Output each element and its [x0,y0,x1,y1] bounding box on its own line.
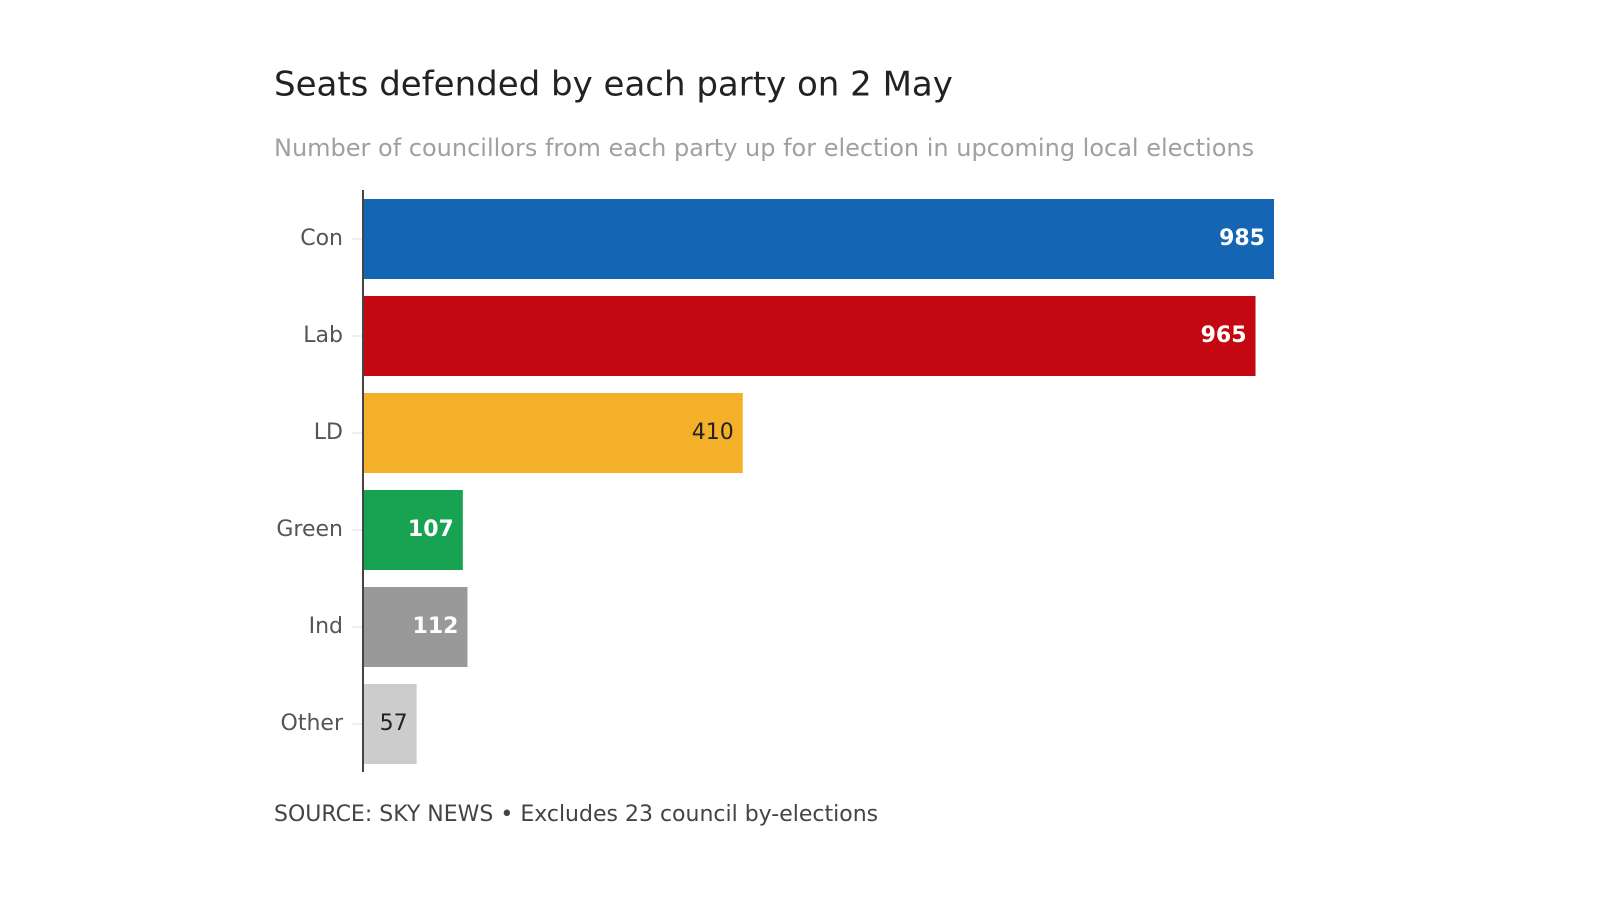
value-label: 985 [1219,226,1265,251]
bar [364,199,1274,279]
y-tick-label: Other [281,711,344,736]
chart-source: SOURCE: SKY NEWS • Excludes 23 council b… [274,802,878,827]
bar [364,587,468,667]
y-tick-label: Con [300,226,343,251]
y-tick-label: Green [276,517,343,542]
bar [364,393,743,473]
y-tick-label: Lab [303,323,343,348]
chart-subtitle: Number of councillors from each party up… [274,134,1254,162]
bar [364,684,417,764]
value-label: 57 [380,711,408,736]
value-label: 107 [408,517,454,542]
y-tick-label: Ind [309,614,343,639]
value-label: 112 [413,614,459,639]
bar [364,490,463,570]
value-label: 410 [692,420,734,445]
value-label: 965 [1201,323,1247,348]
bar [364,296,1256,376]
chart-title: Seats defended by each party on 2 May [274,65,953,105]
y-tick-label: LD [314,420,343,445]
